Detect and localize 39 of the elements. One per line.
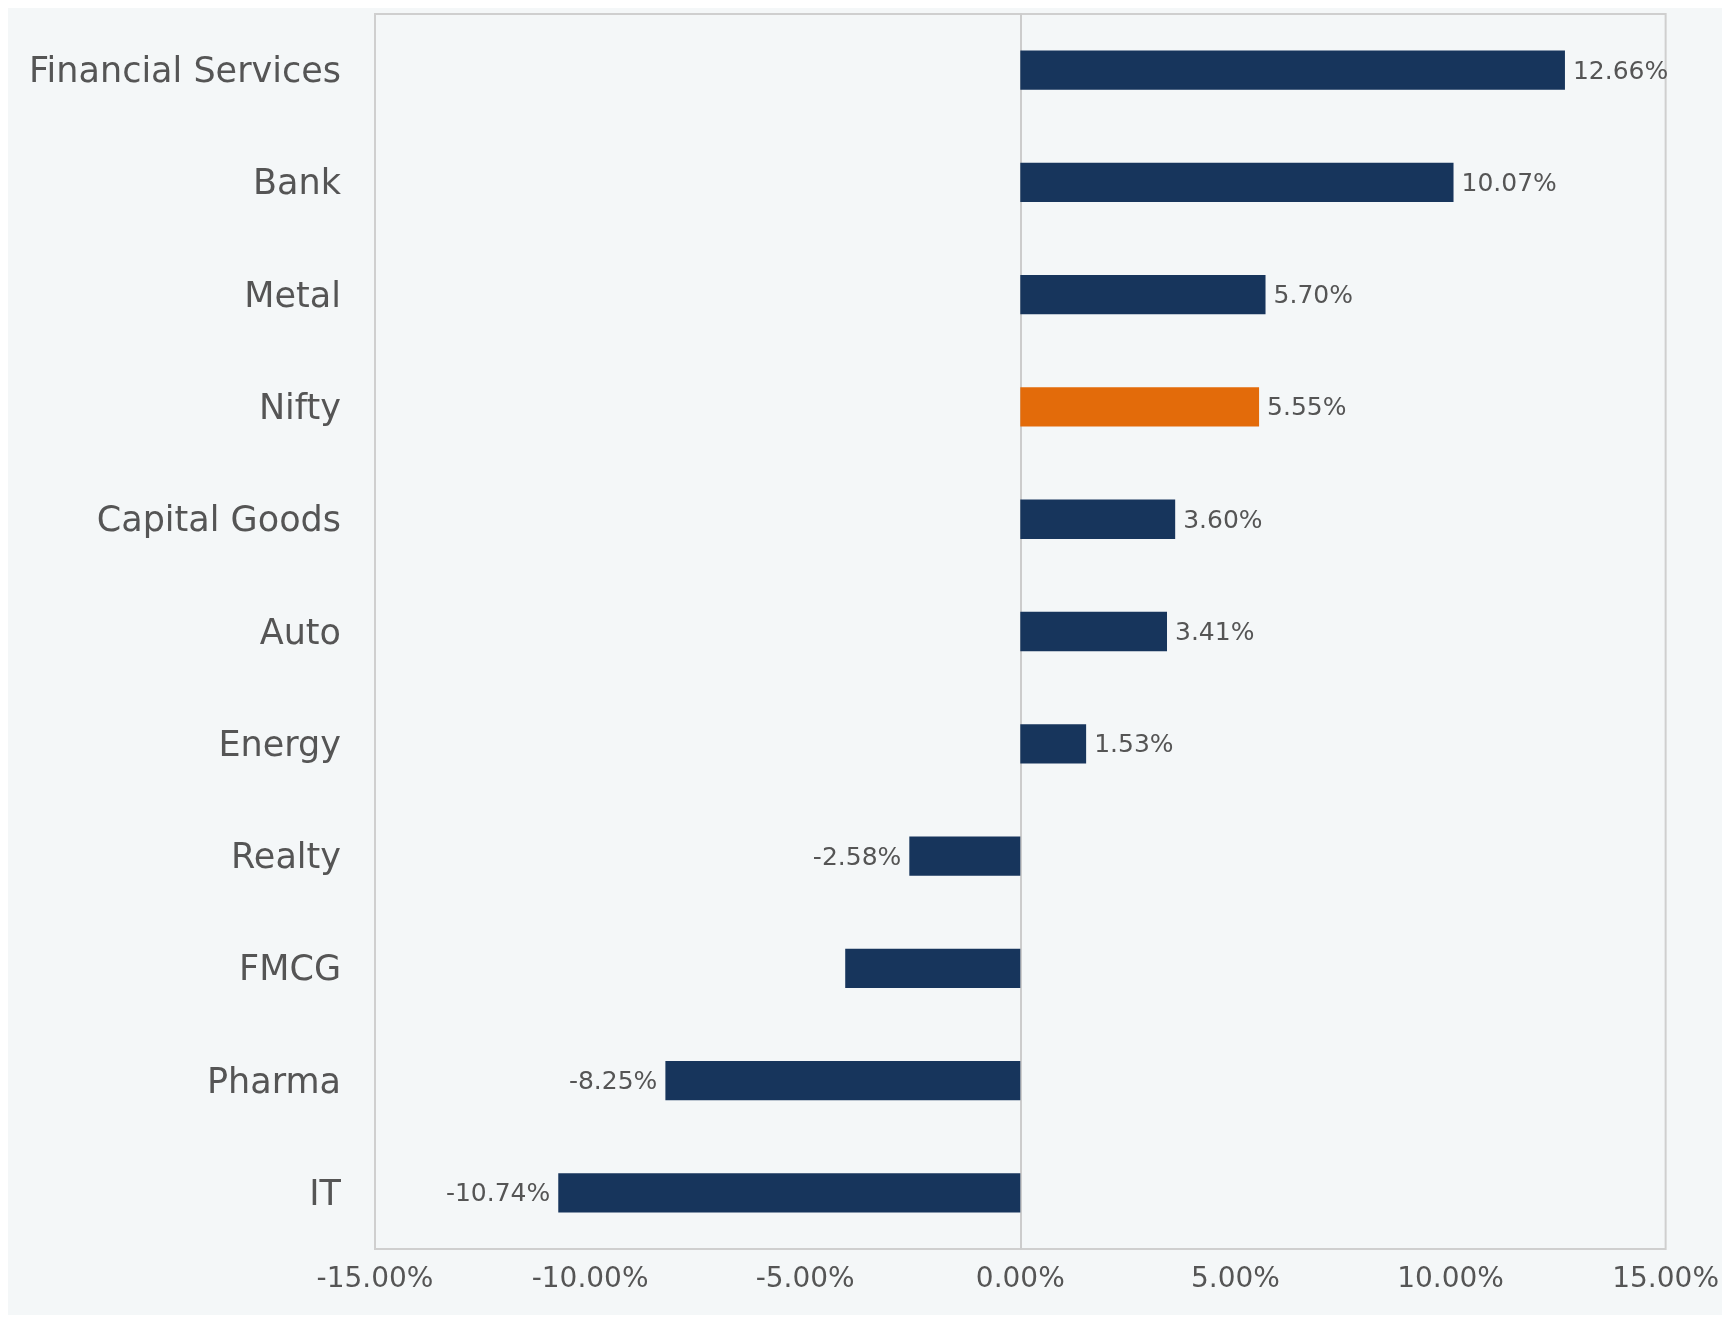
x-tick-label: 15.00% (1612, 1260, 1719, 1294)
y-tick-label: IT (309, 1172, 342, 1213)
bar (1020, 50, 1565, 90)
y-tick-label: Financial Services (29, 50, 341, 91)
data-label: 5.55% (1267, 392, 1347, 422)
x-tick-label: -15.00% (316, 1260, 434, 1294)
y-tick-label: Bank (253, 162, 342, 203)
x-tick-label: 0.00% (975, 1260, 1065, 1294)
data-label: 1.53% (1094, 729, 1174, 759)
data-label: -10.74% (445, 1178, 551, 1208)
y-tick-label: Energy (218, 723, 341, 764)
data-label: -8.25% (568, 1066, 658, 1096)
data-label: 3.41% (1175, 617, 1255, 646)
bar (558, 1173, 1021, 1213)
y-tick-label: Nifty (258, 386, 341, 427)
y-tick-label: Metal (244, 274, 341, 315)
x-tick-label: 10.00% (1397, 1260, 1504, 1294)
bar (1020, 162, 1454, 203)
bar (1020, 724, 1087, 764)
bar (909, 836, 1021, 876)
bar (665, 1060, 1021, 1101)
y-tick-label: Capital Goods (96, 499, 341, 540)
y-tick-label: Pharma (206, 1060, 341, 1101)
data-label: 12.66% (1572, 55, 1669, 85)
y-tick-label: Realty (231, 836, 341, 877)
data-label: 10.07% (1461, 167, 1557, 197)
bar (1020, 275, 1266, 315)
bar (1020, 611, 1168, 652)
bar (1020, 387, 1260, 427)
x-tick-label: -10.00% (531, 1260, 649, 1294)
y-tick-label: FMCG (239, 948, 341, 989)
bar (1020, 499, 1176, 539)
data-label: -2.58% (812, 841, 902, 871)
y-tick-label: Auto (259, 611, 341, 652)
data-label: 3.60% (1183, 504, 1263, 534)
x-tick-label: 5.00% (1190, 1260, 1280, 1294)
x-tick-label: -5.00% (755, 1260, 855, 1294)
data-label: 5.70% (1273, 280, 1353, 310)
bar (845, 948, 1021, 988)
